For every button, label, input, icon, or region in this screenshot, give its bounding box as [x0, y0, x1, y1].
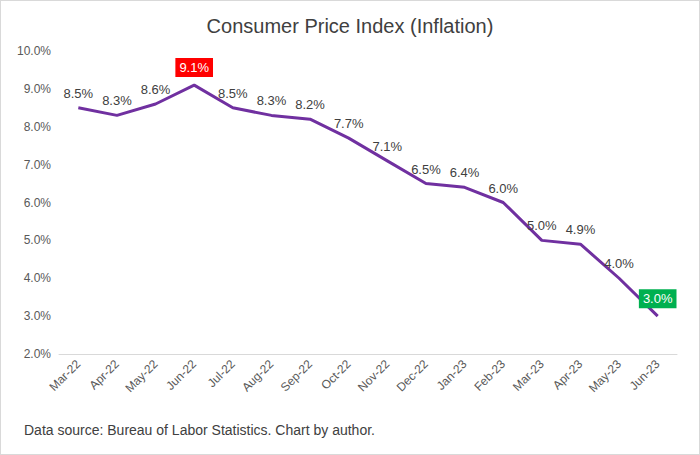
svg-text:8.5%: 8.5%	[63, 86, 93, 101]
svg-text:7.1%: 7.1%	[372, 139, 402, 154]
svg-text:5.0%: 5.0%	[24, 233, 52, 247]
svg-text:6.0%: 6.0%	[488, 181, 518, 196]
svg-text:Oct-22: Oct-22	[318, 357, 354, 393]
svg-text:8.6%: 8.6%	[141, 82, 171, 97]
svg-text:6.4%: 6.4%	[450, 165, 480, 180]
svg-text:Apr-22: Apr-22	[87, 357, 123, 393]
svg-text:5.0%: 5.0%	[527, 218, 557, 233]
svg-text:6.5%: 6.5%	[411, 162, 441, 177]
svg-text:4.0%: 4.0%	[604, 256, 634, 271]
svg-text:2.0%: 2.0%	[24, 347, 52, 361]
svg-text:Feb-23: Feb-23	[471, 357, 508, 394]
svg-text:Jun-22: Jun-22	[163, 357, 199, 393]
svg-text:Mar-23: Mar-23	[510, 357, 547, 394]
svg-text:9.1%: 9.1%	[179, 60, 209, 75]
svg-text:10.0%: 10.0%	[17, 44, 51, 58]
svg-text:8.5%: 8.5%	[218, 86, 248, 101]
svg-text:9.0%: 9.0%	[24, 82, 52, 96]
svg-text:Jan-23: Jan-23	[434, 357, 470, 393]
svg-text:May-22: May-22	[122, 357, 160, 395]
svg-text:Data source: Bureau of Labor S: Data source: Bureau of Labor Statistics.…	[24, 422, 375, 438]
svg-text:8.3%: 8.3%	[257, 93, 287, 108]
svg-text:May-23: May-23	[586, 357, 624, 395]
svg-text:8.2%: 8.2%	[295, 97, 325, 112]
svg-text:7.7%: 7.7%	[334, 116, 364, 131]
svg-text:Dec-22: Dec-22	[394, 357, 431, 394]
svg-text:Jun-23: Jun-23	[627, 357, 663, 393]
svg-text:3.0%: 3.0%	[643, 291, 673, 306]
svg-text:8.3%: 8.3%	[102, 93, 132, 108]
svg-text:4.9%: 4.9%	[566, 222, 596, 237]
svg-text:Aug-22: Aug-22	[239, 357, 276, 394]
svg-text:4.0%: 4.0%	[24, 271, 52, 285]
svg-text:Jul-22: Jul-22	[205, 357, 238, 390]
svg-text:3.0%: 3.0%	[24, 309, 52, 323]
svg-text:Apr-23: Apr-23	[550, 357, 586, 393]
svg-text:Sep-22: Sep-22	[278, 357, 315, 394]
svg-text:Consumer Price Index (Inflatio: Consumer Price Index (Inflation)	[207, 15, 494, 37]
svg-text:Nov-22: Nov-22	[355, 357, 392, 394]
svg-text:7.0%: 7.0%	[24, 158, 52, 172]
svg-text:6.0%: 6.0%	[24, 196, 52, 210]
svg-text:8.0%: 8.0%	[24, 120, 52, 134]
svg-text:Mar-22: Mar-22	[47, 357, 84, 394]
